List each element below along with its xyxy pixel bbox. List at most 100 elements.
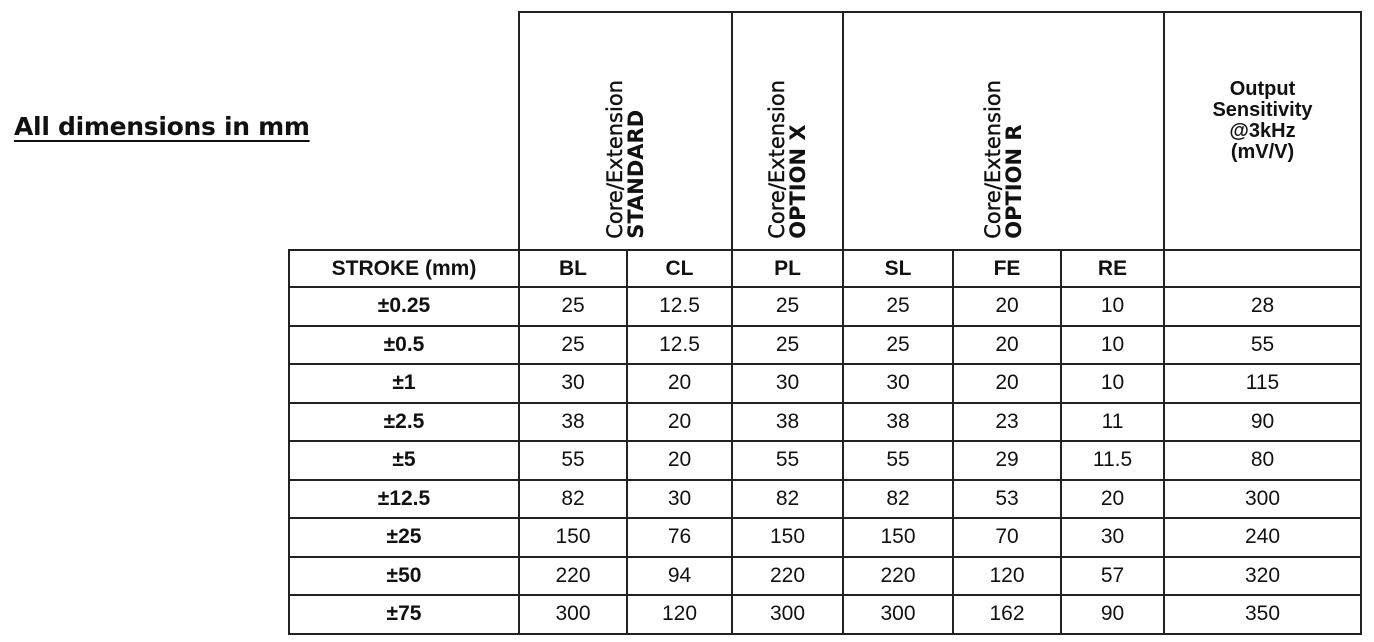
- value-cell: 38: [731, 401, 844, 442]
- table-row: ±12.5 82 30 82 82 53 20 300: [288, 478, 1362, 519]
- column-header: PL: [731, 249, 844, 288]
- group-line2: OPTION X: [785, 124, 810, 239]
- value-cell: 82: [842, 478, 954, 519]
- value-cell: 240: [1163, 517, 1362, 558]
- value-cell: 120: [626, 594, 733, 635]
- header-line: (mV/V): [1230, 141, 1295, 163]
- value-cell: 10: [1060, 286, 1165, 327]
- value-cell: 220: [518, 555, 628, 596]
- group-line1: Core/Extension: [980, 80, 1005, 239]
- value-cell: 20: [1060, 478, 1165, 519]
- value-cell: 80: [1163, 440, 1362, 481]
- group-header-option-r: Core/Extension OPTION R: [842, 11, 1165, 251]
- value-cell: 90: [1163, 401, 1362, 442]
- stroke-cell: ±2.5: [288, 401, 520, 442]
- stroke-cell: ±50: [288, 555, 520, 596]
- value-cell: 70: [952, 517, 1062, 558]
- value-cell: 55: [842, 440, 954, 481]
- value-cell: 28: [1163, 286, 1362, 327]
- stroke-cell: ±0.5: [288, 324, 520, 365]
- group-line1: Core/Extension: [602, 80, 627, 239]
- value-cell: 55: [518, 440, 628, 481]
- value-cell: 11: [1060, 401, 1165, 442]
- value-cell: 57: [1060, 555, 1165, 596]
- value-cell: 12.5: [626, 324, 733, 365]
- value-cell: 300: [842, 594, 954, 635]
- table-row: ±0.25 25 12.5 25 25 20 10 28: [288, 286, 1362, 327]
- stroke-cell: ±25: [288, 517, 520, 558]
- value-cell: 10: [1060, 363, 1165, 404]
- value-cell: 53: [952, 478, 1062, 519]
- column-header-stroke: STROKE (mm): [288, 249, 520, 288]
- dimensions-table: Core/Extension STANDARD Core/Extension OPT…: [288, 11, 1362, 635]
- value-cell: 20: [952, 363, 1062, 404]
- value-cell: 30: [518, 363, 628, 404]
- group-line2: OPTION R: [1001, 124, 1026, 239]
- table-row: ±1 30 20 30 30 20 10 115: [288, 363, 1362, 404]
- stroke-cell: ±75: [288, 594, 520, 635]
- value-cell: 20: [626, 440, 733, 481]
- value-cell: 30: [626, 478, 733, 519]
- value-cell: 29: [952, 440, 1062, 481]
- value-cell: 25: [842, 324, 954, 365]
- value-cell: 23: [952, 401, 1062, 442]
- table-row: ±75 300 120 300 300 162 90 350: [288, 594, 1362, 635]
- table-row: ±25 150 76 150 150 70 30 240: [288, 517, 1362, 558]
- value-cell: 20: [626, 401, 733, 442]
- group-header-option-x: Core/Extension OPTION X: [731, 11, 844, 251]
- table-row: ±2.5 38 20 38 38 23 11 90: [288, 401, 1362, 442]
- value-cell: 25: [842, 286, 954, 327]
- value-cell: 30: [842, 363, 954, 404]
- value-cell: 94: [626, 555, 733, 596]
- value-cell: 82: [731, 478, 844, 519]
- header-line: Output: [1229, 78, 1296, 100]
- stroke-cell: ±12.5: [288, 478, 520, 519]
- value-cell: 20: [626, 363, 733, 404]
- value-cell: 300: [1163, 478, 1362, 519]
- column-header: CL: [626, 249, 733, 288]
- table-row: ±0.5 25 12.5 25 25 20 10 55: [288, 324, 1362, 365]
- value-cell: 20: [952, 324, 1062, 365]
- table-row: ±5 55 20 55 55 29 11.5 80: [288, 440, 1362, 481]
- value-cell: 82: [518, 478, 628, 519]
- value-cell: 11.5: [1060, 440, 1165, 481]
- output-sensitivity-header: Output Sensitivity @3kHz (mV/V): [1163, 11, 1362, 251]
- header-line: @3kHz: [1229, 120, 1296, 142]
- value-cell: 150: [731, 517, 844, 558]
- value-cell: 25: [518, 286, 628, 327]
- value-cell: 115: [1163, 363, 1362, 404]
- value-cell: 76: [626, 517, 733, 558]
- value-cell: 220: [842, 555, 954, 596]
- value-cell: 10: [1060, 324, 1165, 365]
- value-cell: 12.5: [626, 286, 733, 327]
- value-cell: 300: [731, 594, 844, 635]
- column-header: BL: [518, 249, 628, 288]
- column-header: [1163, 249, 1362, 288]
- value-cell: 90: [1060, 594, 1165, 635]
- value-cell: 55: [1163, 324, 1362, 365]
- value-cell: 350: [1163, 594, 1362, 635]
- value-cell: 25: [731, 324, 844, 365]
- value-cell: 25: [731, 286, 844, 327]
- value-cell: 38: [842, 401, 954, 442]
- value-cell: 150: [842, 517, 954, 558]
- stroke-cell: ±5: [288, 440, 520, 481]
- empty-corner: [289, 12, 519, 250]
- header-line: Sensitivity: [1212, 99, 1313, 121]
- stroke-cell: ±0.25: [288, 286, 520, 327]
- value-cell: 38: [518, 401, 628, 442]
- value-cell: 120: [952, 555, 1062, 596]
- table-row: ±50 220 94 220 220 120 57 320: [288, 555, 1362, 596]
- value-cell: 300: [518, 594, 628, 635]
- group-header-standard: Core/Extension STANDARD: [518, 11, 733, 251]
- column-header: RE: [1060, 249, 1165, 288]
- value-cell: 55: [731, 440, 844, 481]
- stroke-cell: ±1: [288, 363, 520, 404]
- value-cell: 220: [731, 555, 844, 596]
- value-cell: 320: [1163, 555, 1362, 596]
- value-cell: 162: [952, 594, 1062, 635]
- value-cell: 30: [731, 363, 844, 404]
- column-header: SL: [842, 249, 954, 288]
- group-line1: Core/Extension: [764, 80, 789, 239]
- value-cell: 30: [1060, 517, 1165, 558]
